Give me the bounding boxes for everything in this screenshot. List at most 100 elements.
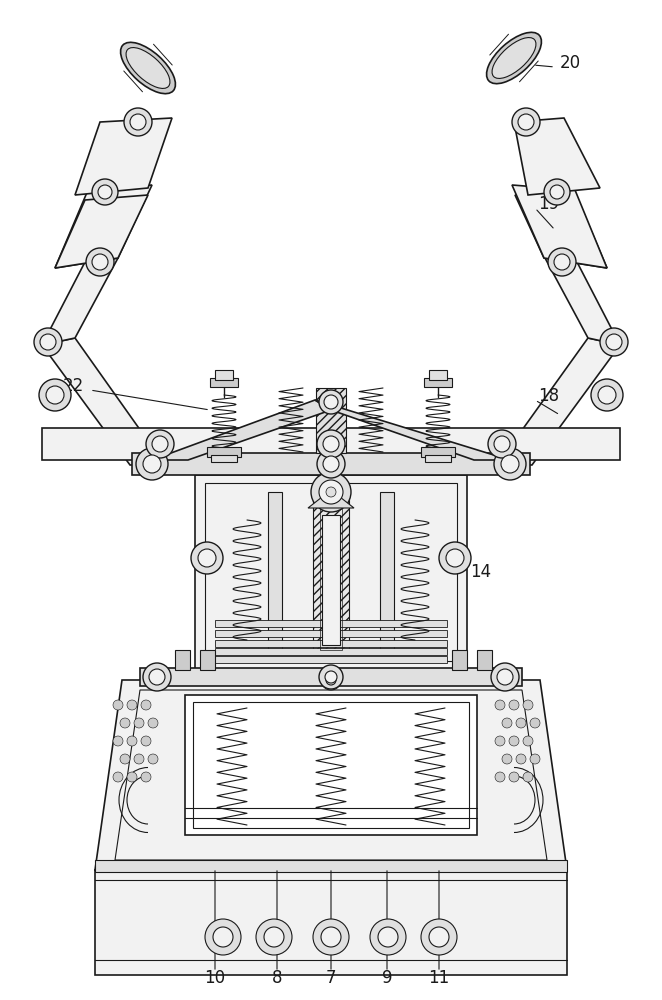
Circle shape: [124, 108, 152, 136]
Circle shape: [323, 436, 339, 452]
Circle shape: [523, 736, 533, 746]
Circle shape: [317, 450, 345, 478]
Bar: [424, 378, 452, 387]
Bar: [205, 483, 457, 661]
Circle shape: [34, 328, 62, 356]
Circle shape: [494, 448, 526, 480]
Circle shape: [141, 736, 151, 746]
Circle shape: [146, 430, 174, 458]
Circle shape: [548, 248, 576, 276]
Circle shape: [120, 754, 130, 764]
Ellipse shape: [487, 32, 542, 84]
Circle shape: [554, 254, 570, 270]
Circle shape: [544, 179, 570, 205]
Text: 14: 14: [470, 563, 491, 581]
Circle shape: [130, 114, 146, 130]
Circle shape: [92, 254, 108, 270]
Circle shape: [321, 670, 341, 690]
Circle shape: [370, 919, 406, 955]
Circle shape: [497, 669, 513, 685]
Circle shape: [509, 772, 519, 782]
Circle shape: [439, 542, 471, 574]
Polygon shape: [515, 195, 607, 268]
Circle shape: [324, 395, 338, 409]
Circle shape: [446, 549, 464, 567]
Text: 19: 19: [538, 195, 559, 213]
Bar: [215, 648, 447, 655]
Circle shape: [152, 436, 168, 452]
Circle shape: [127, 772, 137, 782]
Bar: [207, 447, 241, 457]
Polygon shape: [55, 195, 148, 268]
Circle shape: [98, 185, 112, 199]
Bar: [210, 378, 238, 387]
Circle shape: [530, 718, 540, 728]
Circle shape: [39, 379, 71, 411]
Bar: [140, 668, 522, 686]
Circle shape: [198, 549, 216, 567]
Polygon shape: [497, 338, 620, 465]
Circle shape: [92, 179, 118, 205]
Circle shape: [523, 700, 533, 710]
Circle shape: [509, 736, 519, 746]
Text: 9: 9: [382, 969, 393, 987]
Bar: [195, 475, 467, 670]
Circle shape: [606, 334, 622, 350]
Polygon shape: [152, 400, 331, 460]
Polygon shape: [315, 400, 510, 460]
Bar: [185, 695, 477, 835]
Circle shape: [495, 700, 505, 710]
Circle shape: [134, 754, 144, 764]
Circle shape: [512, 108, 540, 136]
Circle shape: [495, 736, 505, 746]
Circle shape: [319, 665, 343, 689]
Bar: [380, 492, 394, 654]
Bar: [452, 650, 467, 670]
Circle shape: [141, 700, 151, 710]
Circle shape: [516, 718, 526, 728]
Circle shape: [134, 718, 144, 728]
Circle shape: [421, 919, 457, 955]
Polygon shape: [42, 338, 165, 465]
Bar: [215, 656, 447, 663]
Text: 22: 22: [63, 377, 84, 395]
Circle shape: [213, 927, 233, 947]
Circle shape: [256, 919, 292, 955]
Bar: [215, 620, 447, 627]
Polygon shape: [512, 185, 607, 268]
Bar: [215, 370, 233, 380]
Circle shape: [113, 736, 123, 746]
Circle shape: [141, 772, 151, 782]
Circle shape: [143, 455, 161, 473]
Bar: [193, 702, 469, 828]
Bar: [215, 640, 447, 647]
Circle shape: [120, 718, 130, 728]
Circle shape: [516, 754, 526, 764]
Circle shape: [429, 927, 449, 947]
Polygon shape: [95, 680, 567, 870]
Circle shape: [149, 669, 165, 685]
Circle shape: [509, 700, 519, 710]
Bar: [175, 650, 190, 670]
Bar: [322, 515, 340, 645]
Bar: [316, 388, 346, 453]
Circle shape: [518, 114, 534, 130]
Circle shape: [313, 919, 349, 955]
Text: 20: 20: [560, 54, 581, 72]
Circle shape: [127, 736, 137, 746]
Bar: [429, 370, 447, 380]
Bar: [200, 650, 215, 670]
Circle shape: [495, 772, 505, 782]
Bar: [215, 630, 447, 637]
Text: 10: 10: [205, 969, 226, 987]
Circle shape: [143, 663, 171, 691]
Bar: [132, 453, 530, 475]
Circle shape: [323, 456, 339, 472]
Ellipse shape: [126, 48, 170, 88]
Circle shape: [46, 386, 64, 404]
Circle shape: [191, 542, 223, 574]
Circle shape: [205, 919, 241, 955]
Circle shape: [264, 927, 284, 947]
Polygon shape: [545, 258, 620, 345]
Polygon shape: [514, 118, 600, 195]
